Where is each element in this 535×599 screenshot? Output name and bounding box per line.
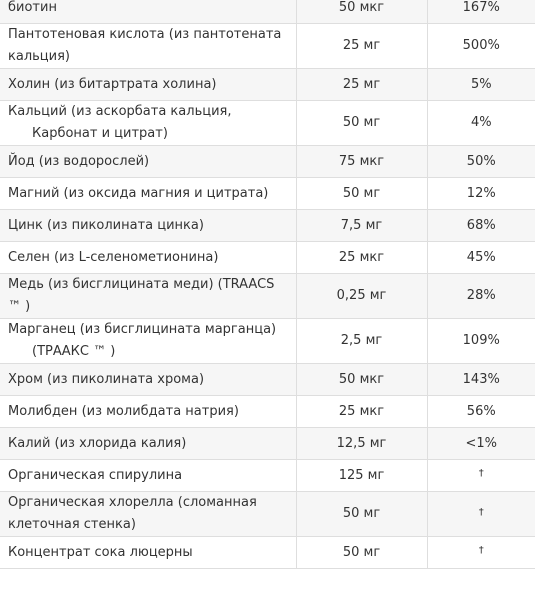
ingredient-amount: 125 мг <box>295 459 428 492</box>
ingredient-daily-value: 68% <box>426 209 535 242</box>
table-row: Марганец (из бисглицината марганца) (ТРА… <box>0 318 535 364</box>
ingredient-name: Магний (из оксида магния и цитрата) <box>0 177 297 210</box>
ingredient-daily-value: 50% <box>426 145 535 178</box>
ingredient-name: Пантотеновая кислота (из пантотената кал… <box>0 23 297 69</box>
ingredient-daily-value: † <box>426 459 535 492</box>
ingredient-amount: 25 мкг <box>295 395 428 428</box>
ingredient-daily-value: 56% <box>426 395 535 428</box>
ingredient-name: Селен (из L-селенометионина) <box>0 241 297 274</box>
ingredient-name: Йод (из водорослей) <box>0 145 297 178</box>
ingredient-amount: 50 мг <box>295 100 428 146</box>
table-row: Магний (из оксида магния и цитрата) 50 м… <box>0 177 535 210</box>
ingredient-name: Марганец (из бисглицината марганца) <box>8 322 277 337</box>
dagger-mark: † <box>478 545 484 556</box>
ingredient-daily-value: 4% <box>426 100 535 146</box>
nutrition-table: биотин 50 мкг 167% Пантотеновая кислота … <box>0 0 535 569</box>
ingredient-amount: 75 мкг <box>295 145 428 178</box>
ingredient-amount: 25 мг <box>295 23 428 69</box>
table-row: биотин 50 мкг 167% <box>0 0 535 24</box>
ingredient-name: Молибден (из молибдата натрия) <box>0 395 297 428</box>
ingredient-daily-value: 5% <box>426 68 535 101</box>
table-row: Цинк (из пиколината цинка) 7,5 мг 68% <box>0 209 535 242</box>
table-row: Хром (из пиколината хрома) 50 мкг 143% <box>0 363 535 396</box>
table-row: Селен (из L-селенометионина) 25 мкг 45% <box>0 241 535 274</box>
table-row: Кальций (из аскорбата кальция, Карбонат … <box>0 100 535 146</box>
ingredient-amount: 2,5 мг <box>295 318 428 364</box>
ingredient-daily-value: 500% <box>426 23 535 69</box>
table-row: Органическая спирулина 125 мг † <box>0 459 535 492</box>
ingredient-name: Цинк (из пиколината цинка) <box>0 209 297 242</box>
ingredient-name: Холин (из битартрата холина) <box>0 68 297 101</box>
ingredient-daily-value: <1% <box>426 427 535 460</box>
table-row: Молибден (из молибдата натрия) 25 мкг 56… <box>0 395 535 428</box>
ingredient-daily-value: 12% <box>426 177 535 210</box>
ingredient-name-continuation: Карбонат и цитрат) <box>32 126 168 141</box>
table-row: Медь (из бисглицината меди) (TRAACS ™ ) … <box>0 273 535 319</box>
ingredient-amount: 0,25 мг <box>295 273 428 319</box>
table-row: Концентрат сока люцерны 50 мг † <box>0 536 535 569</box>
ingredient-amount: 50 мг <box>295 536 428 569</box>
table-row: Калий (из хлорида калия) 12,5 мг <1% <box>0 427 535 460</box>
table-row: Пантотеновая кислота (из пантотената кал… <box>0 23 535 69</box>
ingredient-name-cell: Кальций (из аскорбата кальция, Карбонат … <box>0 100 297 146</box>
ingredient-name: Органическая хлорелла (сломанная клеточн… <box>0 491 297 537</box>
ingredient-name-cell: Марганец (из бисглицината марганца) (ТРА… <box>0 318 297 364</box>
ingredient-amount: 50 мкг <box>295 363 428 396</box>
dagger-mark: † <box>478 506 484 518</box>
ingredient-name: Медь (из бисглицината меди) (TRAACS ™ ) <box>0 273 297 319</box>
table-row: Органическая хлорелла (сломанная клеточн… <box>0 491 535 537</box>
ingredient-name-continuation: (ТРААКС ™ ) <box>32 344 116 359</box>
ingredient-name: Концентрат сока люцерны <box>0 536 297 569</box>
ingredient-amount: 25 мкг <box>295 241 428 274</box>
ingredient-daily-value: 143% <box>426 363 535 396</box>
ingredient-daily-value: 28% <box>426 273 535 319</box>
ingredient-name: Хром (из пиколината хрома) <box>0 363 297 396</box>
ingredient-daily-value: 167% <box>426 0 535 24</box>
ingredient-amount: 50 мг <box>295 491 428 537</box>
table-row: Холин (из битартрата холина) 25 мг 5% <box>0 68 535 101</box>
ingredient-name: Органическая спирулина <box>0 459 297 492</box>
ingredient-amount: 50 мг <box>295 177 428 210</box>
ingredient-daily-value: † <box>426 491 535 537</box>
ingredient-amount: 7,5 мг <box>295 209 428 242</box>
ingredient-name: Кальций (из аскорбата кальция, <box>8 104 232 119</box>
dagger-mark: † <box>478 468 484 479</box>
ingredient-amount: 12,5 мг <box>295 427 428 460</box>
ingredient-name: биотин <box>0 0 297 24</box>
table-row: Йод (из водорослей) 75 мкг 50% <box>0 145 535 178</box>
ingredient-daily-value: 109% <box>426 318 535 364</box>
ingredient-amount: 25 мг <box>295 68 428 101</box>
ingredient-name: Калий (из хлорида калия) <box>0 427 297 460</box>
ingredient-daily-value: 45% <box>426 241 535 274</box>
ingredient-daily-value: † <box>426 536 535 569</box>
ingredient-amount: 50 мкг <box>295 0 428 24</box>
